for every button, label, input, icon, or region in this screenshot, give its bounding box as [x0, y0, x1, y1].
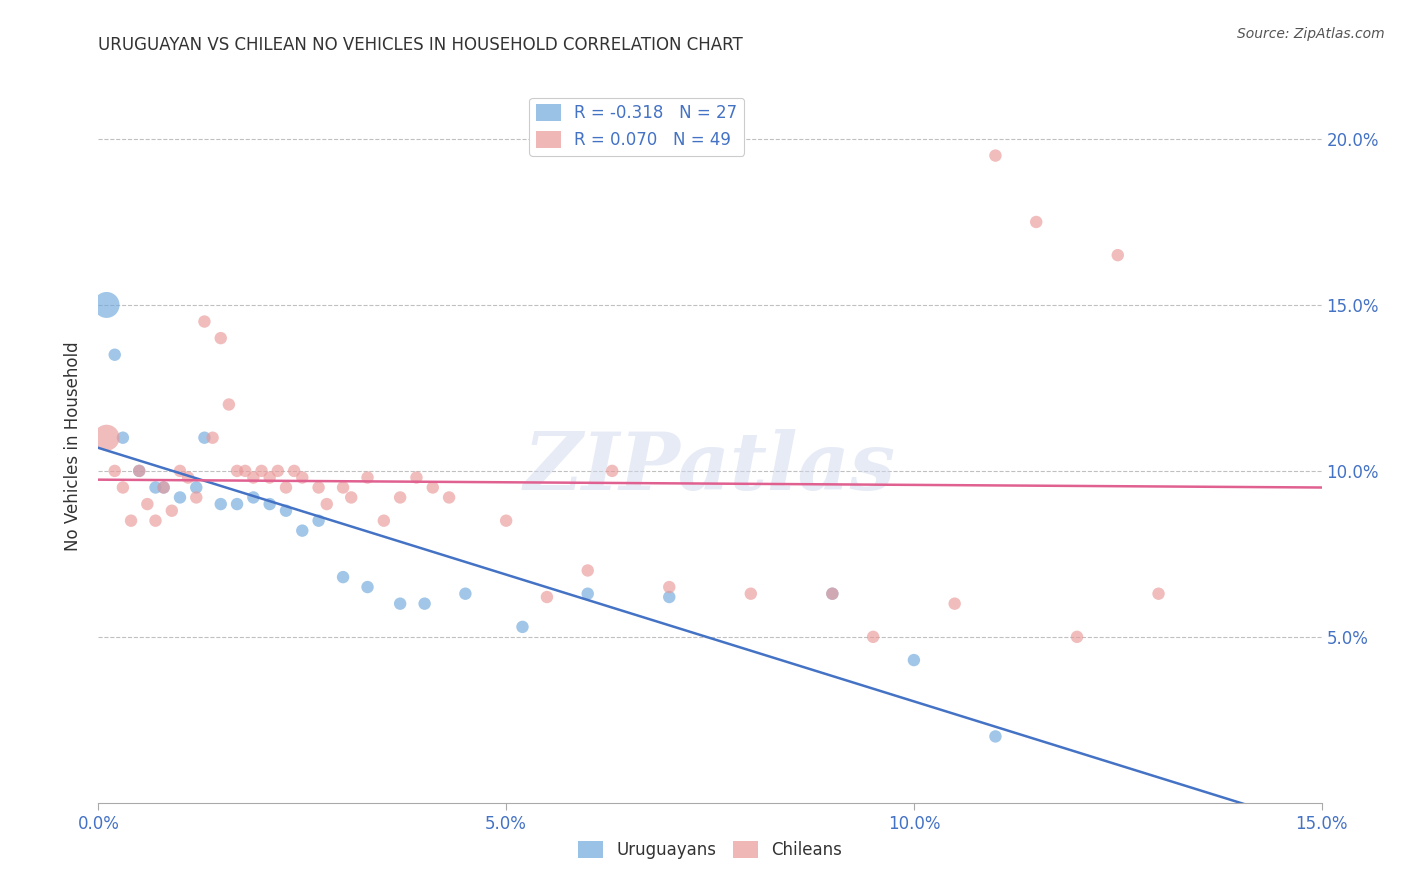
Point: [1147, 587, 1170, 601]
Point: [145, 514, 167, 528]
Point: [259, 470, 281, 484]
Point: [274, 481, 297, 495]
Point: [658, 590, 681, 604]
Point: [332, 481, 354, 495]
Point: [356, 470, 378, 484]
Point: [201, 431, 224, 445]
Point: [96, 298, 118, 312]
Point: [308, 514, 330, 528]
Point: [111, 481, 134, 495]
Point: [1025, 215, 1047, 229]
Point: [226, 497, 249, 511]
Point: [128, 464, 150, 478]
Point: [152, 481, 174, 495]
Point: [536, 590, 558, 604]
Point: [250, 464, 273, 478]
Point: [111, 431, 134, 445]
Point: [209, 497, 232, 511]
Point: [169, 464, 191, 478]
Point: [576, 587, 599, 601]
Point: [389, 491, 412, 505]
Point: [242, 470, 264, 484]
Point: [283, 464, 305, 478]
Point: [177, 470, 200, 484]
Point: [169, 491, 191, 505]
Point: [160, 504, 183, 518]
Point: [495, 514, 517, 528]
Point: [242, 491, 264, 505]
Point: [136, 497, 159, 511]
Point: [356, 580, 378, 594]
Point: [332, 570, 354, 584]
Point: [984, 730, 1007, 744]
Point: [274, 504, 297, 518]
Point: [740, 587, 762, 601]
Point: [389, 597, 412, 611]
Point: [186, 481, 208, 495]
Text: Source: ZipAtlas.com: Source: ZipAtlas.com: [1237, 27, 1385, 41]
Point: [291, 524, 314, 538]
Point: [291, 470, 314, 484]
Point: [1107, 248, 1129, 262]
Point: [315, 497, 337, 511]
Text: URUGUAYAN VS CHILEAN NO VEHICLES IN HOUSEHOLD CORRELATION CHART: URUGUAYAN VS CHILEAN NO VEHICLES IN HOUS…: [98, 36, 744, 54]
Point: [340, 491, 363, 505]
Point: [454, 587, 477, 601]
Point: [104, 464, 127, 478]
Point: [405, 470, 427, 484]
Point: [658, 580, 681, 594]
Point: [903, 653, 925, 667]
Y-axis label: No Vehicles in Household: No Vehicles in Household: [65, 341, 83, 551]
Point: [862, 630, 884, 644]
Point: [437, 491, 460, 505]
Legend: Uruguayans, Chileans: Uruguayans, Chileans: [571, 834, 849, 866]
Point: [821, 587, 844, 601]
Point: [267, 464, 290, 478]
Point: [413, 597, 436, 611]
Point: [984, 148, 1007, 162]
Point: [193, 431, 215, 445]
Point: [218, 397, 240, 411]
Point: [373, 514, 395, 528]
Point: [1066, 630, 1088, 644]
Point: [600, 464, 623, 478]
Point: [233, 464, 256, 478]
Point: [308, 481, 330, 495]
Point: [226, 464, 249, 478]
Text: ZIPatlas: ZIPatlas: [524, 429, 896, 506]
Point: [209, 331, 232, 345]
Point: [145, 481, 167, 495]
Point: [193, 314, 215, 328]
Point: [104, 348, 127, 362]
Point: [512, 620, 534, 634]
Point: [186, 491, 208, 505]
Point: [120, 514, 142, 528]
Point: [422, 481, 444, 495]
Point: [943, 597, 966, 611]
Point: [152, 481, 174, 495]
Point: [821, 587, 844, 601]
Point: [259, 497, 281, 511]
Point: [576, 564, 599, 578]
Point: [96, 431, 118, 445]
Point: [128, 464, 150, 478]
